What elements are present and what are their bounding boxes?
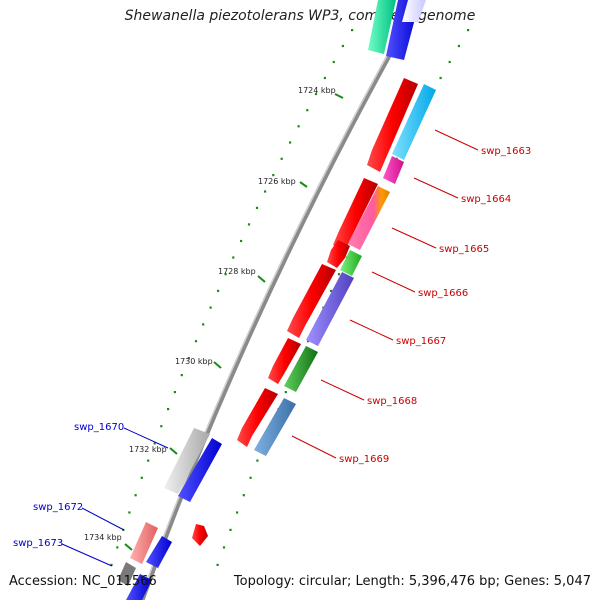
tick-dot [173,391,176,394]
tick-dot [202,323,205,326]
tick-dot [255,206,259,209]
tick-dot [216,563,219,566]
tick-dot [467,29,470,32]
gene-swp-1667[interactable] [306,272,354,346]
tick-dot [134,494,137,497]
tick-dot [272,174,275,177]
tick-dot [116,546,119,549]
tick-dot [256,459,259,462]
tick-dot [153,442,156,445]
tick-dot [284,391,287,394]
tick-dot [110,563,113,566]
gene-red-2[interactable] [333,178,378,252]
tick-dot [314,92,318,96]
gene-label-swp-1664[interactable]: swp_1664 [461,194,511,205]
tick-dot [297,125,300,128]
kbp-label-1728: 1728 kbp [218,267,256,276]
topology-text: Topology: circular; Length: 5,396,476 bp… [233,574,591,589]
tick-dot [242,494,245,497]
tick-dot [180,374,183,377]
tick-dot [351,29,354,32]
gene-red-4[interactable] [287,264,336,338]
tick-dot [247,223,251,226]
tick-dot [337,273,341,276]
tick-dot [217,289,220,292]
gene-swp-1670-pair[interactable] [178,438,222,502]
gene-swp-1668[interactable] [284,346,318,392]
gene-red-6[interactable] [237,388,278,447]
gene-swp-1669[interactable] [254,398,296,456]
gene-labels: swp_1663 swp_1664 swp_1665 swp_1666 swp_… [13,146,531,549]
gene-swp-1670[interactable] [164,428,210,494]
tick-dot [457,44,460,48]
gene-red-1[interactable] [367,78,418,172]
gene-teal-top[interactable] [368,0,396,54]
kbp-label-1726: 1726 kbp [258,177,296,186]
tick-dot [306,109,309,112]
kbp-label-1732: 1732 kbp [129,445,167,454]
tick-dot [236,511,239,514]
inner-tick-ring [110,29,354,566]
tick-dot [330,289,333,292]
tick-dot [167,408,170,411]
gene-red-small[interactable] [192,524,208,546]
tick-dot [307,340,310,343]
gene-red-3[interactable] [327,240,350,268]
gene-label-swp-1667[interactable]: swp_1667 [396,336,446,347]
gene-swp-1673-pair[interactable] [126,574,152,600]
tick-dot [147,459,150,462]
tick-dot [323,76,326,80]
gene-swp-1666[interactable] [340,250,362,276]
tick-dot [222,546,226,549]
tick-dot [280,157,283,160]
gene-swp-1664[interactable] [383,156,404,184]
gene-label-swp-1670[interactable]: swp_1670 [74,422,124,433]
tick-dot [128,511,131,514]
gene-swp-1672-pair[interactable] [146,536,172,568]
kbp-label-1734: 1734 kbp [84,533,122,542]
tick-dot [264,190,267,193]
gene-swp-1663[interactable] [392,84,436,160]
gene-swp-1672[interactable] [130,522,158,564]
tick-dot [194,340,198,343]
tick-dot [240,239,243,243]
kbp-label-1730: 1730 kbp [175,357,213,366]
gene-label-swp-1673[interactable]: swp_1673 [13,538,63,549]
gene-label-swp-1672[interactable]: swp_1672 [33,502,83,513]
tick-dot [249,476,252,479]
gene-label-swp-1663[interactable]: swp_1663 [481,146,531,157]
tick-dot [160,425,163,428]
gene-red-5[interactable] [268,338,301,384]
gene-label-swp-1666[interactable]: swp_1666 [418,288,468,299]
tick-dot [140,476,143,479]
tick-dot [289,141,292,144]
tick-dot [224,273,227,276]
tick-dot [448,60,451,64]
gene-label-swp-1665[interactable]: swp_1665 [439,244,489,255]
gene-label-swp-1669[interactable]: swp_1669 [339,454,389,465]
kbp-ticks: 1724 kbp 1726 kbp 1728 kbp 1730 kbp 1732… [84,86,344,551]
tick-dot [209,306,212,309]
tick-dot [232,256,235,259]
kbp-label-1724: 1724 kbp [298,86,336,95]
tick-dot [229,528,232,531]
gene-swp-1673[interactable] [118,562,136,586]
tick-dot [439,76,442,80]
callout-lines [61,129,479,567]
tick-dot [341,44,344,48]
gene-label-swp-1668[interactable]: swp_1668 [367,396,417,407]
gene-lilac-top[interactable] [402,0,426,22]
tick-dot [332,60,335,64]
gene-swp-1665[interactable] [348,186,390,250]
tick-dot [187,357,190,360]
genome-backbone-highlight [139,0,419,600]
accession-text: Accession: NC_011566 [9,574,157,589]
genome-backbone [139,0,423,600]
